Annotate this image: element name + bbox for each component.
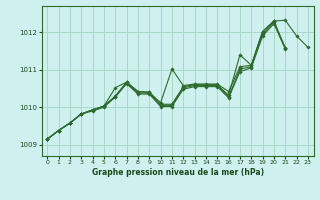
X-axis label: Graphe pression niveau de la mer (hPa): Graphe pression niveau de la mer (hPa)	[92, 168, 264, 177]
